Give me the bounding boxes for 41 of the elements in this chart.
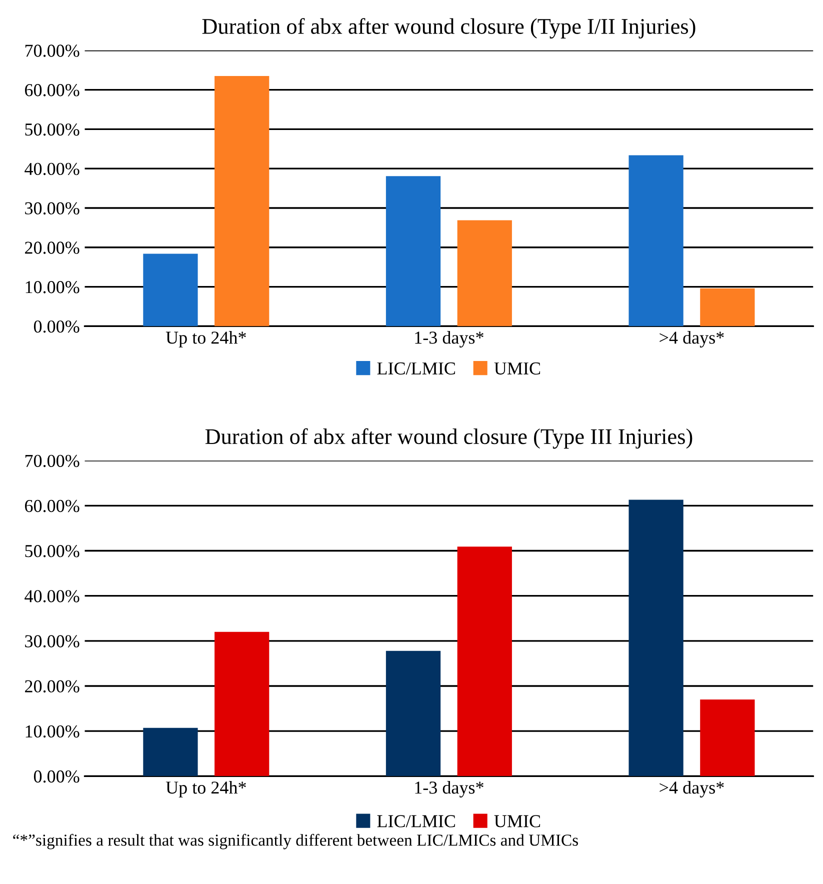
legend-label: LIC/LMIC xyxy=(377,815,455,828)
bar xyxy=(628,155,684,326)
legend-label: LIC/LMIC xyxy=(377,362,455,375)
bar xyxy=(214,632,270,776)
y-tick-label: 50.00% xyxy=(25,123,80,136)
y-tick-label: 10.00% xyxy=(26,281,80,294)
chart-title: Duration of abx after wound closure (Type III Injuries) xyxy=(205,428,692,449)
x-tick-label: >4 days* xyxy=(660,781,724,798)
y-tick-label: 60.00% xyxy=(25,84,80,96)
x-tick-label: 1-3 days* xyxy=(415,781,484,798)
bar xyxy=(214,76,270,326)
x-tick-label: Up to 24h* xyxy=(166,781,246,798)
bar xyxy=(457,546,512,776)
x-tick-label: Up to 24h* xyxy=(166,331,246,348)
bar xyxy=(700,700,755,776)
y-tick-label: 0.00% xyxy=(34,320,80,333)
y-tick-label: 0.00% xyxy=(34,770,80,783)
x-tick-label: >4 days* xyxy=(660,331,724,348)
y-tick-label: 40.00% xyxy=(24,590,80,602)
x-tick-label: 1-3 days* xyxy=(415,331,484,348)
text: “*”signifies a result that was significantly different between LIC/LMICs and UMICs xyxy=(13,834,578,850)
legend-label: UMIC xyxy=(494,362,540,375)
y-tick-label: 50.00% xyxy=(25,544,80,558)
chart-title: Duration of abx after wound closure (Type I/II Injuries) xyxy=(202,18,696,39)
legend-label: UMIC xyxy=(494,815,540,828)
bar xyxy=(386,650,441,776)
y-tick-label: 30.00% xyxy=(25,202,80,215)
y-tick-label: 10.00% xyxy=(26,725,80,738)
y-tick-label: 60.00% xyxy=(25,500,80,512)
bar xyxy=(386,176,441,326)
y-tick-label: 70.00% xyxy=(25,454,80,468)
y-tick-label: 70.00% xyxy=(25,44,80,57)
bar xyxy=(700,288,755,326)
bar xyxy=(457,220,512,326)
y-tick-label: 40.00% xyxy=(24,162,80,176)
y-tick-label: 30.00% xyxy=(25,635,80,648)
y-tick-label: 20.00% xyxy=(25,680,80,693)
bar xyxy=(143,728,198,776)
bar xyxy=(143,254,198,326)
bar xyxy=(628,500,684,776)
y-tick-label: 20.00% xyxy=(25,242,80,254)
